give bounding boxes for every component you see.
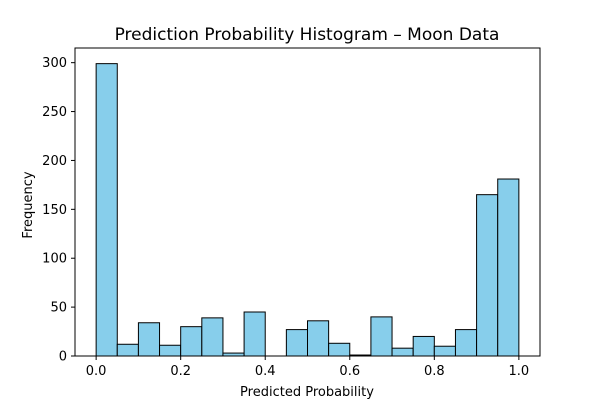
x-tick-label: 0.2 <box>170 364 191 379</box>
histogram-bar <box>180 326 203 357</box>
y-tick-label: 250 <box>42 105 67 120</box>
x-tick-label: 0.4 <box>255 364 276 379</box>
histogram-bar <box>497 178 520 357</box>
histogram-bar <box>370 316 393 357</box>
histogram-bar <box>116 343 139 357</box>
histogram-bar <box>391 347 414 357</box>
x-tick-label: 1.0 <box>509 364 530 379</box>
histogram-bar <box>454 329 478 357</box>
histogram-bar <box>285 329 309 357</box>
y-axis-title: Frequency <box>21 171 36 238</box>
x-tick-label: 0.6 <box>339 364 360 379</box>
y-tick-label: 100 <box>42 252 67 267</box>
histogram-bar <box>137 322 161 357</box>
chart-title: Prediction Probability Histogram – Moon … <box>115 25 500 45</box>
histogram-bar <box>476 194 499 357</box>
histogram-bar <box>328 342 351 357</box>
x-axis-title: Predicted Probability <box>240 385 374 400</box>
histogram-bar <box>243 311 266 357</box>
histogram-bar <box>95 63 118 357</box>
y-tick-label: 0 <box>59 350 67 365</box>
histogram-bar <box>433 345 456 357</box>
histogram-bar <box>307 320 330 357</box>
y-tick-label: 50 <box>50 301 67 316</box>
histogram-bar <box>159 344 182 357</box>
y-tick-label: 300 <box>42 56 67 71</box>
x-tick-label: 0.0 <box>86 364 107 379</box>
x-tick-label: 0.8 <box>424 364 445 379</box>
histogram-bar <box>412 335 435 357</box>
x-axis-ticks: 0.0 0.2 0.4 0.6 0.8 1.0 <box>86 356 529 379</box>
y-tick-label: 200 <box>42 154 67 169</box>
y-axis-ticks: 0 50 100 150 200 250 300 <box>42 56 75 365</box>
y-tick-label: 150 <box>42 203 67 218</box>
histogram-bar <box>201 317 224 357</box>
plot-area-frame <box>74 47 541 357</box>
